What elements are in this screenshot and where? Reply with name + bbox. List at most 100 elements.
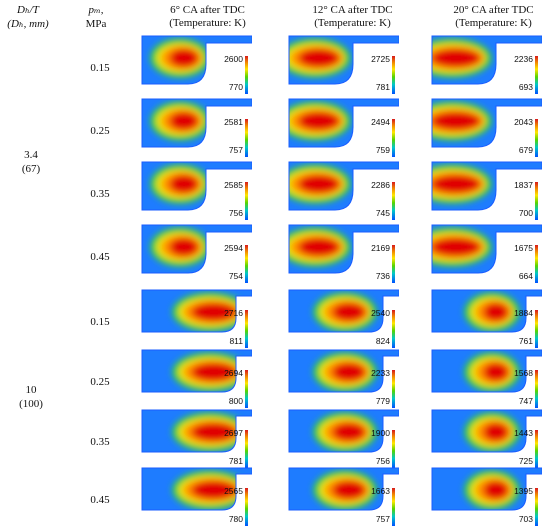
colorbar-max-value: 2233 [371,368,390,378]
colorbar-max-value: 2169 [371,243,390,253]
diameter-value: (100) [19,398,43,410]
temperature-contour-image [431,289,542,333]
column-subtitle: (Temperature: K) [455,17,532,29]
colorbar-min-value: 781 [228,456,243,466]
colorbar-min-value: 781 [375,82,390,92]
colorbar-min-value: 756 [228,208,243,218]
colorbar [245,430,248,468]
colorbar-min-value: 756 [375,456,390,466]
temperature-contour-image [288,349,399,393]
colorbar [392,182,395,220]
colorbar-min-value: 754 [228,271,243,281]
temperature-contour-image [288,289,399,333]
colorbar-min-value: 747 [518,396,533,406]
temperature-contour-image [431,409,542,453]
contour-panel [140,408,252,464]
colorbar [245,370,248,408]
colorbar [245,310,248,348]
colorbar-max-value: 2236 [514,54,533,64]
column-header-20deg: 20° CA after TDC (Temperature: K) [426,4,550,30]
temperature-contour-image [288,409,399,453]
temperature-contour-image [288,224,399,274]
colorbar-min-value: 700 [518,208,533,218]
contour-panel [430,34,542,90]
temperature-contour-image [431,161,542,211]
contour-panel [287,223,399,279]
colorbar [392,430,395,468]
colorbar-max-value: 1900 [371,428,390,438]
column-title: 12° CA after TDC [312,4,393,16]
colorbar [392,310,395,348]
colorbar-min-value: 664 [518,271,533,281]
pressure-header: pₘ, [88,4,104,16]
colorbar-max-value: 1663 [371,486,390,496]
colorbar-min-value: 693 [518,82,533,92]
contour-panel [287,466,399,522]
contour-panel [287,160,399,216]
column-header-6deg: 6° CA after TDC (Temperature: K) [140,4,275,30]
contour-panel [140,97,252,153]
temperature-contour-image [431,98,542,148]
colorbar-min-value: 779 [375,396,390,406]
temperature-contour-image [431,467,542,511]
colorbar-min-value: 679 [518,145,533,155]
colorbar-max-value: 2697 [224,428,243,438]
contour-panel [140,348,252,404]
pressure-value: 0.25 [90,376,110,388]
contour-panel [430,348,542,404]
pressure-value: 0.15 [90,316,110,328]
colorbar [392,488,395,526]
colorbar-max-value: 2725 [371,54,390,64]
colorbar [392,245,395,283]
colorbar [535,182,538,220]
contour-panel [430,288,542,344]
colorbar-max-value: 1837 [514,180,533,190]
colorbar-min-value: 759 [375,145,390,155]
temperature-contour-image [141,467,252,511]
colorbar-max-value: 1884 [514,308,533,318]
pressure-value: 0.45 [90,251,110,263]
colorbar [245,119,248,157]
group-label-small: 3.4 (67) [1,148,61,176]
contour-panel [140,160,252,216]
contour-panel [140,288,252,344]
colorbar-min-value: 824 [375,336,390,346]
colorbar-max-value: 1395 [514,486,533,496]
pressure-value: 0.35 [90,436,110,448]
colorbar-max-value: 2565 [224,486,243,496]
contour-panel [430,97,542,153]
pressure-value: 0.25 [90,125,110,137]
colorbar-min-value: 736 [375,271,390,281]
temperature-contour-image [431,35,542,85]
temperature-contour-image [288,98,399,148]
contour-panel [430,466,542,522]
temperature-contour-image [141,409,252,453]
colorbar-max-value: 2694 [224,368,243,378]
contour-panel [430,160,542,216]
temperature-contour-image [141,35,252,85]
column-title: 20° CA after TDC [453,4,534,16]
colorbar-max-value: 2494 [371,117,390,127]
colorbar [535,56,538,94]
column-title: 6° CA after TDC [170,4,245,16]
temperature-contour-image [288,35,399,85]
contour-panel [140,223,252,279]
colorbar [392,56,395,94]
temperature-contour-image [431,349,542,393]
contour-panel [287,288,399,344]
colorbar-max-value: 1675 [514,243,533,253]
colorbar-min-value: 757 [228,145,243,155]
colorbar-min-value: 757 [375,514,390,524]
temperature-contour-image [431,224,542,274]
colorbar-min-value: 725 [518,456,533,466]
colorbar [245,56,248,94]
contour-panel [287,348,399,404]
diameter-value: (67) [21,163,41,175]
contour-panel [140,34,252,90]
temperature-contour-image [288,467,399,511]
pressure-unit-header: MPa [85,18,107,30]
colorbar-max-value: 2585 [224,180,243,190]
contour-panel [430,223,542,279]
colorbar-max-value: 2540 [371,308,390,318]
colorbar-min-value: 745 [375,208,390,218]
